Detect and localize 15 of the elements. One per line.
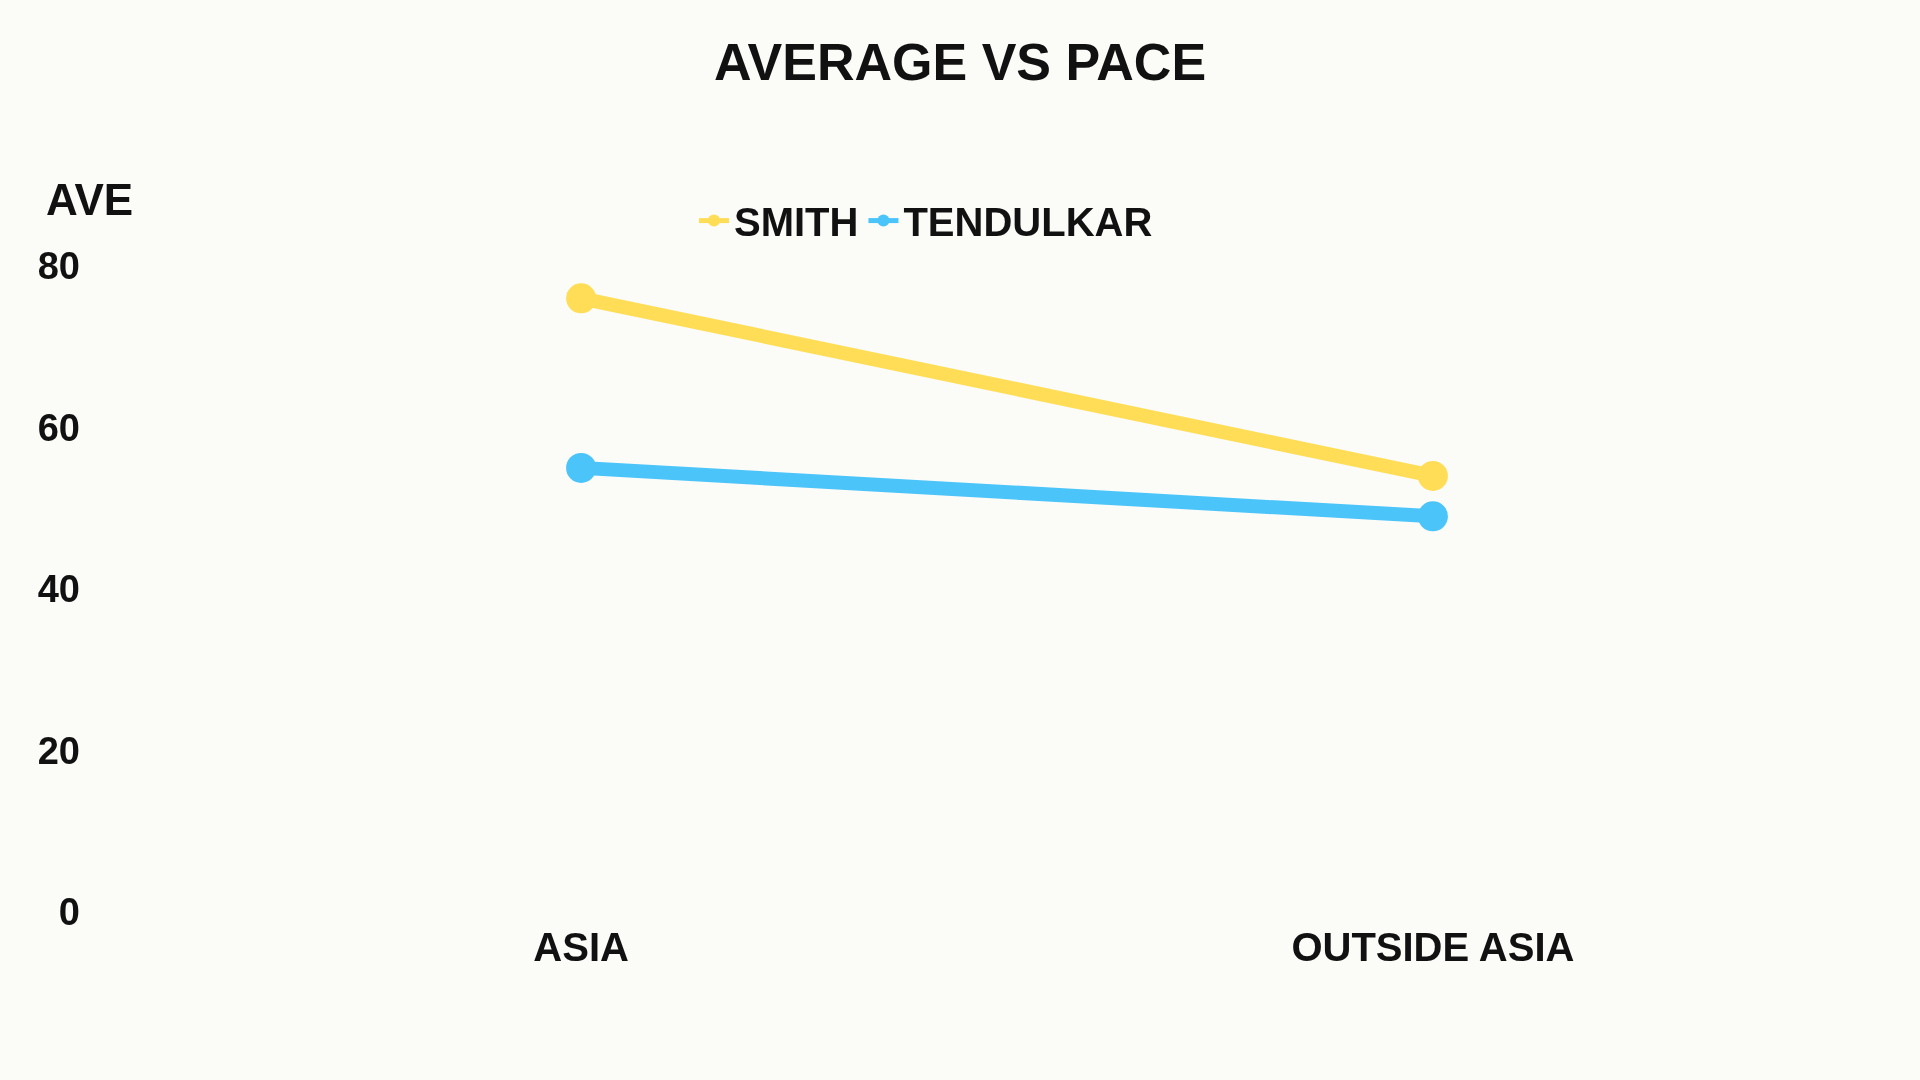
y-tick-label: 20 — [37, 729, 80, 772]
point — [566, 452, 597, 483]
x-tick-label: ASIA — [533, 925, 629, 969]
point — [1417, 460, 1448, 491]
chart-title: AVERAGE VS PACE — [713, 32, 1207, 91]
y-tick-label: 80 — [37, 245, 80, 288]
y-tick-label: 0 — [58, 891, 80, 934]
x-tick-label: OUTSIDE ASIA — [1291, 925, 1575, 969]
y-tick-label: 40 — [37, 568, 80, 611]
y-tick-label: 60 — [37, 406, 80, 449]
point — [566, 283, 597, 314]
y-axis-title: AVE — [46, 175, 134, 224]
legend-label: TENDULKAR — [903, 200, 1153, 245]
legend-label: SMITH — [734, 200, 859, 245]
point — [1417, 501, 1448, 532]
